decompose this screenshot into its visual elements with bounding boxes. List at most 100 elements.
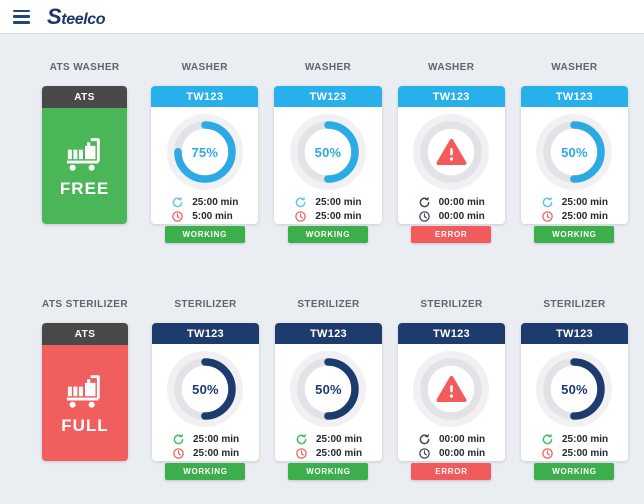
ats-washer-card[interactable]: ATS FREE [42,86,128,224]
cycle-icon [418,433,431,446]
machine-id-tag: TW123 [520,323,628,344]
status-badge: WORKING [534,463,615,480]
machine-type-label: WASHER [551,62,598,73]
progress-percent: 50% [314,144,342,160]
machine-id-tag: TW123 [397,323,505,344]
cycle-time-row: 00:00 min [418,432,505,446]
ats-card-header: ATS [42,86,128,108]
machine-type-label: STERILIZER [297,299,360,310]
trolley-icon [62,370,108,410]
cycle-time: 25:00 min [315,433,363,445]
ats-sterilizer-column: ATS STERILIZER ATS FULL [42,299,128,461]
sterilizer-column-4: STERILIZER TW123 50% [520,299,628,480]
progress-percent: 50% [315,381,342,397]
clock-icon [541,447,554,460]
remaining-time-row: 25:00 min [541,446,628,460]
machine-card[interactable]: TW123 50% 25:00 min [274,323,382,461]
machine-card[interactable]: TW123 50% 25:00 min [151,323,259,461]
cycle-icon [418,196,431,209]
clock-icon [418,210,431,223]
machine-id-tag: TW123 [397,86,505,107]
cycle-time-row: 25:00 min [541,432,628,446]
cycle-time-row: 25:00 min [541,195,628,209]
error-warning-icon [413,351,489,427]
status-badge: WORKING [288,463,369,480]
machine-card[interactable]: TW123 00:00 min [397,86,505,224]
machine-id-tag: TW123 [151,323,259,344]
ats-washer-column: ATS WASHER ATS FREE [42,62,128,224]
card-body: 50% 25:00 min 25:00 min [274,107,381,224]
remaining-time: 25:00 min [561,210,608,222]
status-badge: WORKING [165,463,246,480]
clock-icon [294,210,307,223]
sterilizer-column-3: STERILIZER TW123 [397,299,505,480]
cycle-time: 00:00 min [438,433,486,445]
remaining-time-row: 25:00 min [294,209,381,223]
machine-card[interactable]: TW123 50% 25:00 min [520,323,628,461]
ats-status-text: FREE [59,179,110,198]
ats-card-body: FREE [42,108,128,224]
times: 25:00 min 25:00 min [521,432,628,460]
clock-icon [541,210,554,223]
ats-card-body: FULL [42,345,128,461]
cycle-time-row: 25:00 min [294,195,381,209]
cycle-time-row: 25:00 min [171,195,258,209]
clock-icon [171,210,184,223]
clock-icon [172,447,185,460]
machine-card[interactable]: TW123 50% 25:00 min [520,86,628,224]
times: 25:00 min 25:00 min [152,432,259,460]
cycle-time: 25:00 min [315,196,362,208]
card-body: 50% 25:00 min 25:00 min [152,344,259,461]
cycle-time-row: 25:00 min [295,432,382,446]
cycle-icon [541,196,554,209]
remaining-time-row: 5:00 min [171,209,258,223]
card-body: 50% 25:00 min 25:00 min [521,344,628,461]
machine-type-label: STERILIZER [543,299,606,310]
cycle-icon [295,433,308,446]
cycle-time: 25:00 min [561,433,609,445]
ats-washer-label: ATS WASHER [49,62,120,73]
ats-sterilizer-card[interactable]: ATS FULL [42,323,128,461]
hamburger-menu-icon[interactable] [13,9,31,24]
washer-column-4: WASHER TW123 50% 2 [520,62,628,243]
progress-ring: 75% [166,114,243,190]
remaining-time: 00:00 min [438,447,486,459]
times: 25:00 min 25:00 min [521,195,628,223]
ats-sterilizer-label: ATS STERILIZER [42,299,128,310]
remaining-time: 25:00 min [561,447,609,459]
card-body: 75% 25:00 min 5:00 min [151,107,258,224]
washer-row: ATS WASHER ATS FREE WASHER TW123 [0,62,644,243]
machine-type-label: STERILIZER [174,299,237,310]
machine-card[interactable]: TW123 00:00 min [397,323,505,461]
progress-percent: 50% [192,381,219,397]
status-badge: WORKING [164,226,245,243]
progress-percent: 50% [561,144,588,160]
cycle-icon [541,433,554,446]
steelco-logo: Steelco [47,3,106,29]
cycle-time-row: 25:00 min [172,432,259,446]
machine-card[interactable]: TW123 50% 25:00 min [274,86,382,224]
top-bar: Steelco [0,0,644,34]
trolley-icon [62,133,108,173]
machine-id-tag: TW123 [274,323,382,344]
cycle-icon [294,196,307,209]
times: 25:00 min 25:00 min [275,432,382,460]
machine-id-tag: TW123 [274,86,382,107]
progress-ring: 50% [289,114,366,190]
washer-column-1: WASHER TW123 75% 2 [151,62,259,243]
progress-ring [413,351,490,427]
card-body: 50% 25:00 min 25:00 min [275,344,382,461]
remaining-time-row: 25:00 min [172,446,259,460]
washer-column-2: WASHER TW123 50% 2 [274,62,382,243]
remaining-time-row: 25:00 min [295,446,382,460]
machine-type-label: WASHER [181,62,228,73]
remaining-time: 25:00 min [315,210,362,222]
cycle-time: 25:00 min [561,196,608,208]
machine-card[interactable]: TW123 75% 25:00 min [151,86,259,224]
clock-icon [418,447,431,460]
times: 25:00 min 25:00 min [274,195,381,223]
cycle-time: 25:00 min [192,433,240,445]
ats-card-header: ATS [42,323,128,345]
remaining-time-row: 00:00 min [418,209,505,223]
ats-status-text: FULL [61,416,109,435]
